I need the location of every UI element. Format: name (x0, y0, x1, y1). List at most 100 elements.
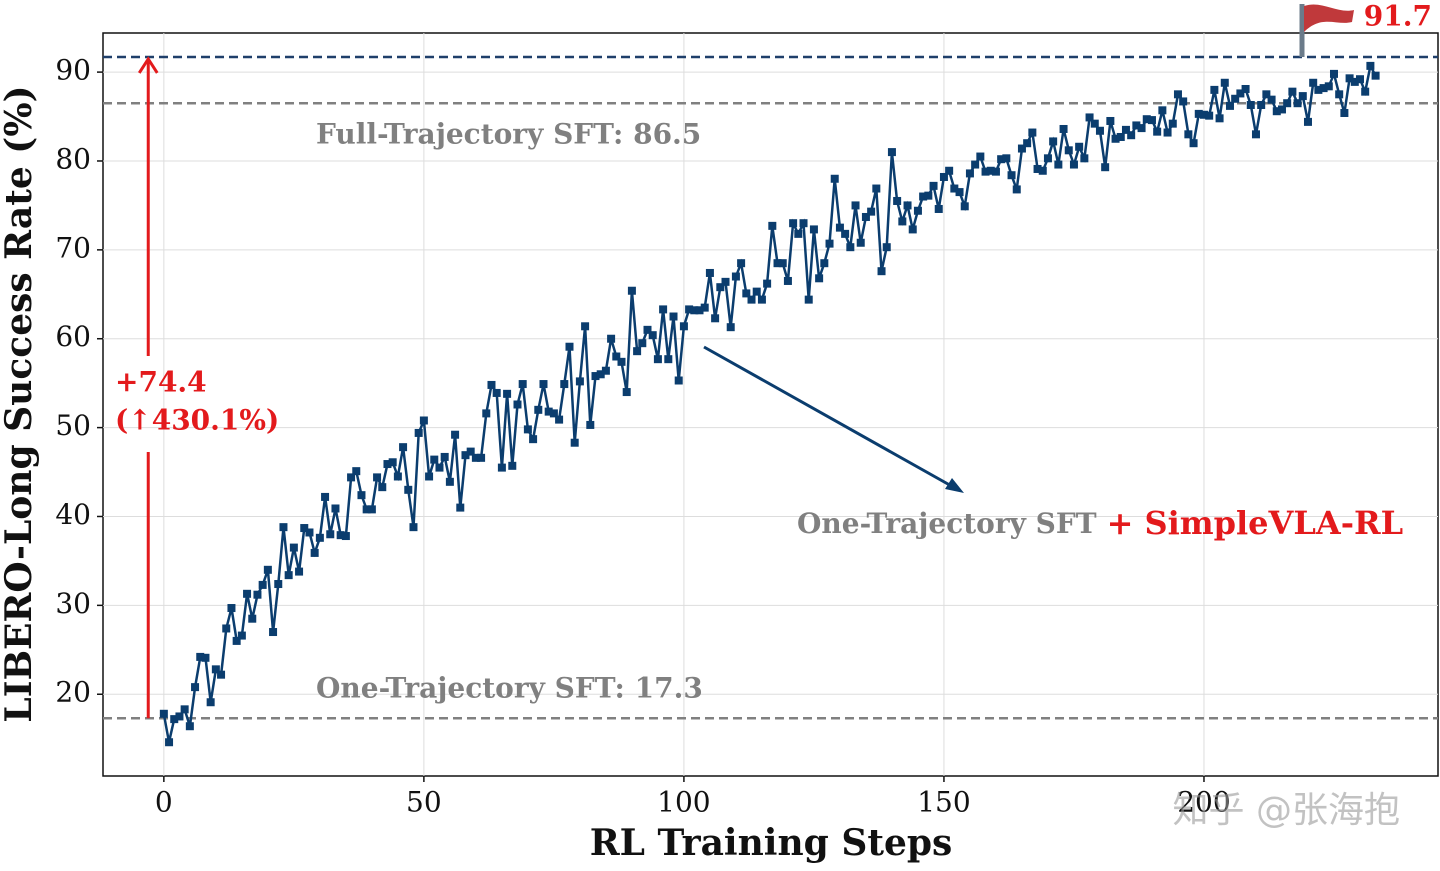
y-axis-label: LIBERO-Long Success Rate (%) (0, 85, 40, 722)
data-marker (1277, 105, 1286, 114)
data-marker (669, 312, 678, 321)
data-marker (1293, 99, 1302, 108)
data-marker (601, 366, 610, 375)
data-marker (809, 225, 818, 234)
data-marker (404, 485, 413, 494)
data-marker (1231, 94, 1240, 103)
data-marker (690, 306, 699, 315)
data-marker (1210, 85, 1219, 94)
data-marker (357, 491, 366, 500)
data-marker (425, 472, 434, 481)
data-marker (643, 325, 652, 334)
data-marker (1121, 125, 1130, 134)
data-marker (430, 455, 439, 464)
plot-frame (102, 32, 1439, 777)
data-marker (851, 201, 860, 210)
data-marker (1095, 126, 1104, 135)
data-marker (315, 533, 324, 542)
data-marker (253, 590, 262, 599)
data-marker (794, 229, 803, 238)
data-marker (1054, 160, 1063, 169)
reference-label: One-Trajectory SFT: 17.3 (316, 672, 703, 705)
data-marker (1023, 139, 1032, 148)
data-marker (1002, 154, 1011, 163)
x-tick-label: 0 (155, 786, 173, 819)
data-marker (1251, 130, 1260, 139)
data-marker (1350, 77, 1359, 86)
data-marker (1319, 84, 1328, 93)
annotation-arrow (703, 345, 956, 490)
data-marker (1314, 85, 1323, 94)
data-marker (518, 380, 527, 389)
data-marker (414, 428, 423, 437)
data-marker (191, 683, 200, 692)
data-marker (419, 416, 428, 425)
data-marker (258, 580, 267, 589)
data-marker (1137, 124, 1146, 133)
data-marker (279, 523, 288, 532)
data-marker (804, 295, 813, 304)
data-marker (347, 473, 356, 482)
data-marker (1225, 101, 1234, 110)
data-marker (352, 467, 361, 476)
x-tick-label: 50 (406, 786, 442, 819)
data-marker (284, 571, 293, 580)
data-marker (575, 377, 584, 386)
data-marker (1355, 75, 1364, 84)
data-marker (326, 530, 335, 539)
data-marker (789, 219, 798, 228)
data-marker (581, 322, 590, 331)
data-marker (1007, 171, 1016, 180)
data-marker (1189, 139, 1198, 148)
data-marker (1075, 142, 1084, 151)
data-marker (560, 380, 569, 389)
data-marker (513, 400, 522, 409)
data-marker (726, 323, 735, 332)
data-marker (747, 295, 756, 304)
data-marker (461, 451, 470, 460)
data-marker (596, 370, 605, 379)
data-marker (1241, 84, 1250, 93)
y-tick-label: 60 (55, 320, 91, 353)
data-marker (872, 184, 881, 193)
data-marker (237, 631, 246, 640)
data-marker (960, 202, 969, 211)
y-tick-label: 70 (55, 231, 91, 264)
data-marker (877, 267, 886, 276)
x-tick-label: 200 (1177, 786, 1230, 819)
data-marker (903, 201, 912, 210)
series-annotation-highlight: + SimpleVLA-RL (1107, 504, 1404, 542)
flag (1304, 4, 1354, 32)
data-marker (799, 219, 808, 228)
data-marker (742, 289, 751, 298)
data-marker (555, 415, 564, 424)
data-marker (440, 452, 449, 461)
data-marker (976, 152, 985, 161)
data-marker (612, 352, 621, 361)
data-marker (1329, 69, 1338, 78)
data-marker (1335, 90, 1344, 99)
data-marker (544, 407, 553, 416)
data-marker (971, 160, 980, 169)
data-marker (1361, 87, 1370, 96)
data-marker (1303, 117, 1312, 126)
data-marker (674, 376, 683, 385)
data-marker (263, 565, 272, 574)
x-axis-label: RL Training Steps (590, 822, 953, 864)
data-marker (1090, 119, 1099, 128)
flag-label: 91.7 (1364, 0, 1432, 33)
improvement-arrowhead (137, 56, 159, 74)
data-marker (705, 268, 714, 277)
data-marker (523, 425, 532, 434)
data-marker (222, 624, 231, 633)
data-marker (1288, 87, 1297, 96)
data-marker (196, 652, 205, 661)
data-marker (757, 295, 766, 304)
data-marker (825, 239, 834, 248)
data-marker (1340, 108, 1349, 117)
data-marker (1168, 119, 1177, 128)
data-marker (274, 580, 283, 589)
data-marker (232, 636, 241, 645)
data-marker (466, 447, 475, 456)
